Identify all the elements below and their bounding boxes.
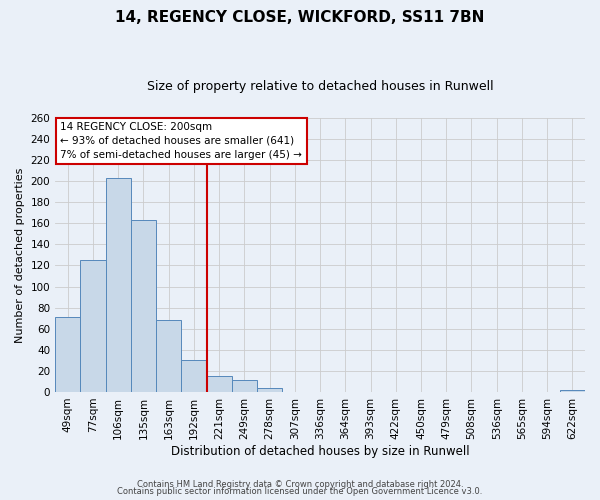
Bar — [80, 260, 106, 392]
Bar — [206, 376, 232, 392]
Text: Contains HM Land Registry data © Crown copyright and database right 2024.: Contains HM Land Registry data © Crown c… — [137, 480, 463, 489]
Bar — [257, 388, 282, 392]
X-axis label: Distribution of detached houses by size in Runwell: Distribution of detached houses by size … — [171, 444, 469, 458]
Text: Contains public sector information licensed under the Open Government Licence v3: Contains public sector information licen… — [118, 487, 482, 496]
Bar — [181, 360, 206, 392]
Bar — [106, 178, 131, 392]
Bar — [131, 220, 156, 392]
Bar — [560, 390, 585, 392]
Y-axis label: Number of detached properties: Number of detached properties — [15, 167, 25, 342]
Bar — [156, 320, 181, 392]
Bar — [232, 380, 257, 392]
Title: Size of property relative to detached houses in Runwell: Size of property relative to detached ho… — [147, 80, 493, 93]
Text: 14 REGENCY CLOSE: 200sqm
← 93% of detached houses are smaller (641)
7% of semi-d: 14 REGENCY CLOSE: 200sqm ← 93% of detach… — [61, 122, 302, 160]
Bar — [55, 317, 80, 392]
Text: 14, REGENCY CLOSE, WICKFORD, SS11 7BN: 14, REGENCY CLOSE, WICKFORD, SS11 7BN — [115, 10, 485, 25]
